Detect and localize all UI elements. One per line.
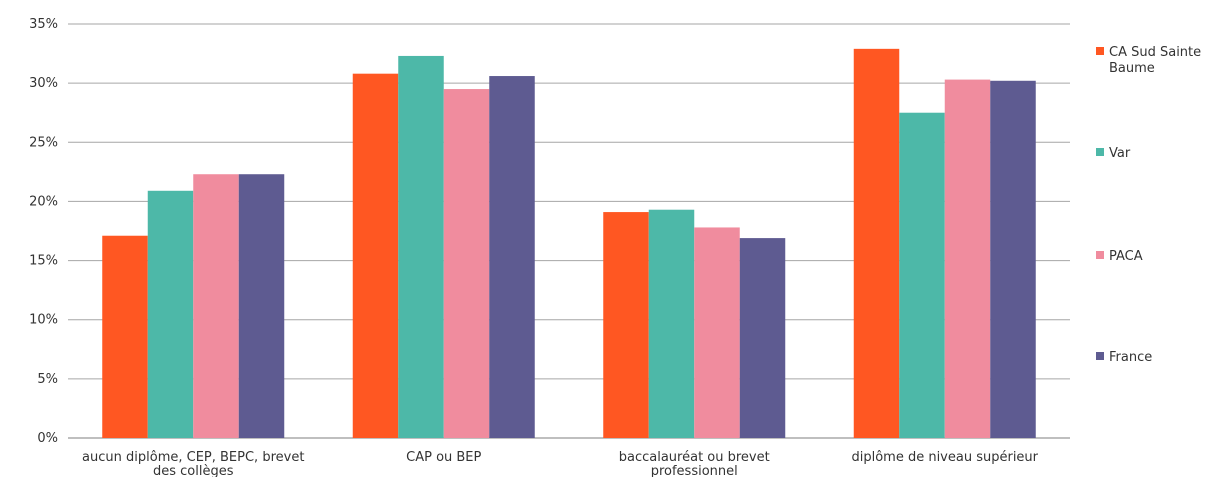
x-tick-label: aucun diplôme, CEP, BEPC, brevet: [82, 450, 304, 465]
x-tick-label: baccalauréat ou brevet: [619, 450, 770, 465]
legend-label: France: [1109, 350, 1152, 365]
bar: [648, 209, 695, 438]
legend-label: Var: [1109, 146, 1131, 161]
legend-label: CA Sud Sainte: [1109, 45, 1201, 60]
bar: [398, 55, 444, 439]
legend-swatch: [1096, 352, 1104, 360]
bar: [694, 227, 740, 438]
bar: [193, 174, 239, 439]
y-tick-label: 25%: [29, 135, 58, 150]
bar: [899, 112, 945, 438]
bars: [102, 48, 1036, 439]
y-tick-label: 35%: [29, 17, 58, 32]
legend-label: PACA: [1109, 249, 1143, 264]
y-tick-label: 20%: [29, 194, 58, 209]
y-tick-label: 10%: [29, 313, 58, 328]
legend-swatch: [1096, 251, 1104, 259]
bar: [739, 238, 786, 438]
bar: [603, 212, 649, 438]
bar: [944, 79, 991, 438]
x-tick-label: professionnel: [651, 464, 738, 477]
bar: [489, 76, 535, 438]
bar: [147, 190, 194, 438]
legend-swatch: [1096, 47, 1104, 55]
bar: [238, 174, 285, 439]
bar: [443, 89, 490, 439]
bar: [352, 73, 399, 439]
y-tick-label: 30%: [29, 76, 58, 91]
y-axis: 0% 5% 10% 15% 20% 25% 30% 35%: [29, 17, 58, 446]
legend-label: Baume: [1109, 61, 1155, 76]
x-tick-label: CAP ou BEP: [406, 450, 481, 465]
x-tick-label: des collèges: [153, 464, 234, 477]
bar: [990, 80, 1036, 438]
y-tick-label: 0%: [37, 431, 58, 446]
bar: [853, 48, 900, 439]
bar: [102, 235, 148, 438]
y-tick-label: 15%: [29, 254, 58, 269]
y-tick-label: 5%: [37, 372, 58, 387]
x-tick-label: diplôme de niveau supérieur: [851, 450, 1038, 465]
legend-swatch: [1096, 148, 1104, 156]
